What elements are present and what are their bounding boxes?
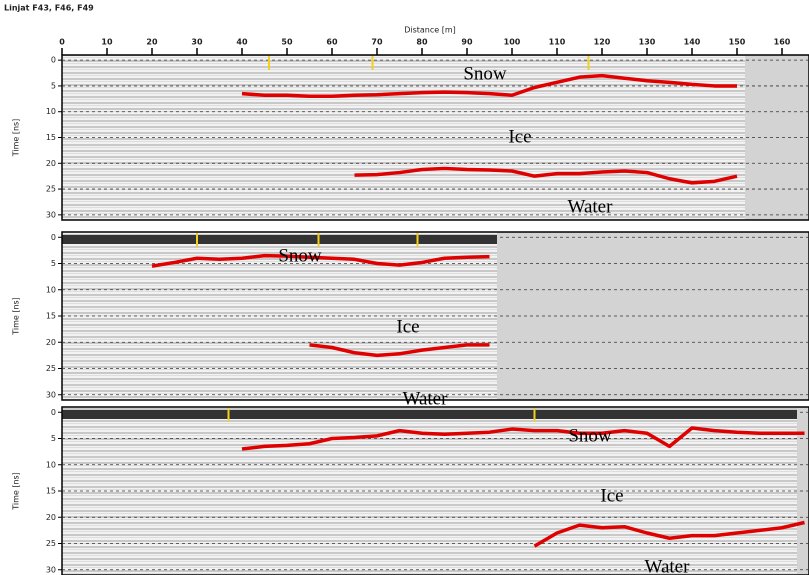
figure-title: Linjat F43, F46, F49 (4, 4, 94, 13)
y-tick-label: 10 (46, 285, 56, 294)
y-tick-label: 20 (46, 513, 56, 522)
x-tick-label: 50 (281, 38, 293, 47)
annotation: Water (403, 388, 449, 409)
annotation: Water (568, 196, 614, 217)
y-tick-label: 30 (46, 565, 56, 574)
y-tick-label: 0 (51, 56, 56, 65)
y-axis-label: Time [ns] (12, 119, 21, 158)
x-tick-label: 70 (371, 38, 383, 47)
annotation: Snow (463, 63, 507, 84)
y-tick-label: 15 (46, 133, 56, 142)
x-tick-label: 30 (191, 38, 203, 47)
x-tick-label: 90 (461, 38, 473, 47)
y-tick-label: 10 (46, 107, 56, 116)
x-tick-label: 10 (101, 38, 113, 47)
x-tick-label: 20 (146, 38, 158, 47)
annotation: Ice (508, 126, 531, 147)
x-tick-label: 0 (59, 38, 65, 47)
y-tick-label: 15 (46, 487, 56, 496)
y-tick-label: 5 (51, 434, 56, 443)
y-tick-label: 5 (51, 259, 56, 268)
x-tick-label: 60 (326, 38, 338, 47)
direct-wave-band (62, 235, 497, 244)
x-axis-label: Distance [m] (404, 26, 456, 35)
y-tick-label: 5 (51, 81, 56, 90)
y-tick-label: 0 (51, 408, 56, 417)
annotation: Ice (396, 316, 419, 337)
radargram-figure: Linjat F43, F46, F49 Distance [m] 0 5 10 15… (0, 0, 809, 575)
x-tick-label: 140 (684, 38, 701, 47)
annotation: Ice (600, 485, 623, 506)
y-tick-label: 20 (46, 338, 56, 347)
x-tick-label: 80 (416, 38, 428, 47)
y-axis-label: Time [ns] (12, 297, 21, 336)
x-tick-label: 110 (549, 38, 566, 47)
y-tick-label: 25 (46, 539, 56, 548)
y-axis-label: Time [ns] (12, 472, 21, 511)
y-tick-label: 20 (46, 159, 56, 168)
y-tick-label: 25 (46, 364, 56, 373)
y-tick-label: 25 (46, 185, 56, 194)
annotation: Water (645, 556, 691, 575)
y-tick-label: 10 (46, 460, 56, 469)
x-tick-label: 100 (504, 38, 521, 47)
x-tick-label: 40 (236, 38, 248, 47)
x-tick-label: 130 (639, 38, 656, 47)
y-tick-label: 30 (46, 210, 56, 219)
y-tick-label: 0 (51, 233, 56, 242)
x-tick-label: 160 (774, 38, 791, 47)
x-tick-label: 120 (594, 38, 611, 47)
annotation: Snow (278, 245, 322, 266)
x-tick-label: 150 (729, 38, 746, 47)
y-tick-label: 30 (46, 390, 56, 399)
y-tick-label: 15 (46, 312, 56, 321)
annotation: Snow (568, 425, 612, 446)
direct-wave-band (62, 410, 797, 419)
